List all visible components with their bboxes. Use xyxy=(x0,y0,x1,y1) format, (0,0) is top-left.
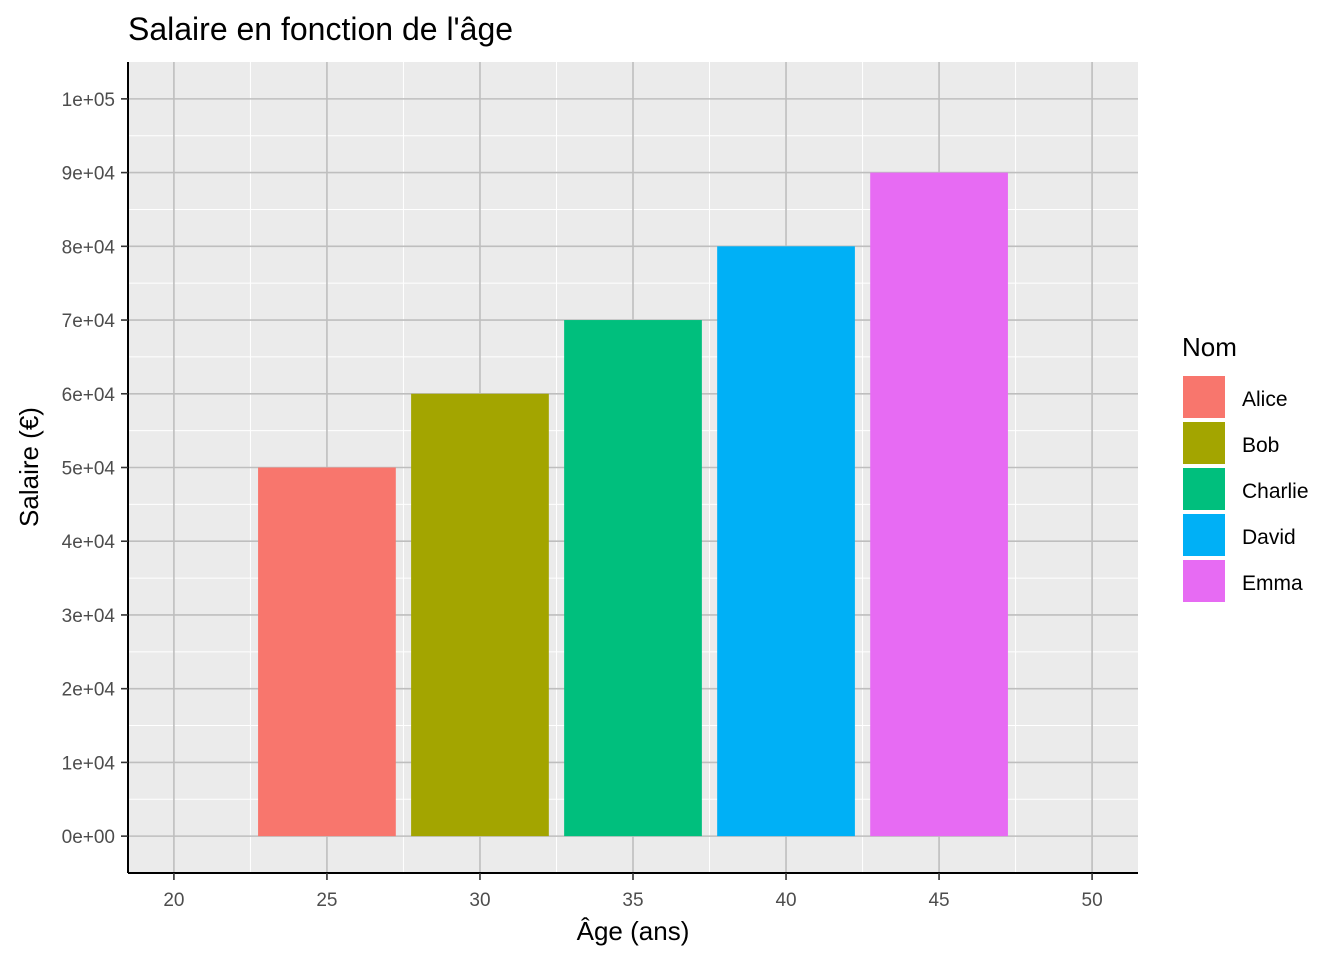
y-tick-label: 9e+04 xyxy=(62,164,116,185)
y-tick-label: 0e+00 xyxy=(62,827,115,848)
y-tick-label: 4e+04 xyxy=(62,532,116,553)
legend-key-emma xyxy=(1181,558,1227,604)
y-tick-label: 6e+04 xyxy=(62,385,116,406)
x-tick-label: 20 xyxy=(163,890,184,911)
legend: Nom Alice Bob Charlie David Emma xyxy=(1181,332,1309,604)
x-tick-label: 50 xyxy=(1082,890,1103,911)
chart-title: Salaire en fonction de l'âge xyxy=(128,11,513,47)
y-tick-label: 1e+04 xyxy=(62,753,116,774)
y-tick-label: 5e+04 xyxy=(62,459,116,480)
legend-key-alice xyxy=(1181,374,1227,420)
x-tick-label: 30 xyxy=(469,890,490,911)
y-tick-labels: 0e+00 1e+04 2e+04 3e+04 4e+04 5e+04 6e+04 7e+04… xyxy=(62,90,116,848)
y-tick-label: 3e+04 xyxy=(62,606,116,627)
y-tick-label: 1e+05 xyxy=(62,90,115,111)
legend-label: Charlie xyxy=(1242,480,1309,503)
bar-david xyxy=(717,246,855,837)
legend-title: Nom xyxy=(1182,332,1237,362)
axes xyxy=(121,62,1138,880)
legend-label: Bob xyxy=(1242,434,1279,457)
bars xyxy=(258,172,1008,837)
y-tick-label: 8e+04 xyxy=(62,237,116,258)
y-axis-title: Salaire (€) xyxy=(14,407,44,527)
legend-label: David xyxy=(1242,526,1296,549)
x-tick-label: 40 xyxy=(775,890,796,911)
legend-key-bob xyxy=(1181,420,1227,466)
x-tick-label: 35 xyxy=(622,890,643,911)
bar-alice xyxy=(258,467,396,837)
y-tick-label: 2e+04 xyxy=(62,680,116,701)
legend-label: Alice xyxy=(1242,388,1288,411)
bar-emma xyxy=(870,172,1008,837)
legend-label: Emma xyxy=(1242,572,1303,595)
bar-bob xyxy=(411,393,549,837)
x-axis-title: Âge (ans) xyxy=(577,916,690,946)
legend-key-david xyxy=(1181,512,1227,558)
bar-charlie xyxy=(564,320,702,837)
legend-key-charlie xyxy=(1181,466,1227,512)
x-tick-label: 45 xyxy=(928,890,949,911)
x-tick-labels: 20 25 30 35 40 45 50 xyxy=(163,890,1102,911)
x-tick-label: 25 xyxy=(316,890,337,911)
y-tick-label: 7e+04 xyxy=(62,311,116,332)
